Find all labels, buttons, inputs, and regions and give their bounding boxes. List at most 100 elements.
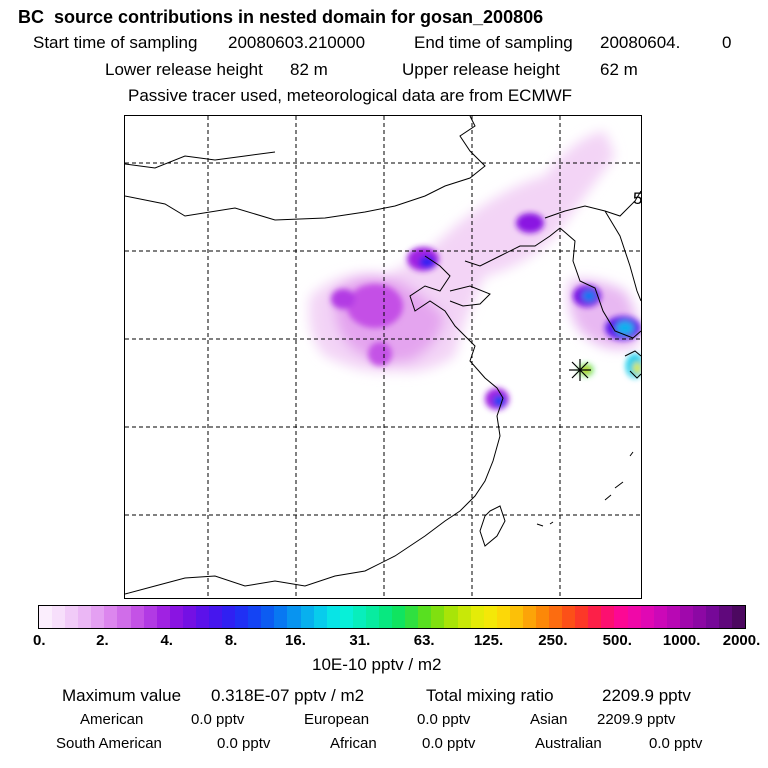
hotspot-kyushu-core	[633, 362, 641, 374]
colorbar-tick-label: 125.	[473, 632, 504, 649]
colorbar-segment	[392, 606, 406, 628]
colorbar-segment	[705, 606, 720, 628]
colorbar-segment	[287, 606, 301, 628]
colorbar-tick-label: 0.	[32, 632, 46, 649]
colorbar-segment	[52, 606, 66, 628]
colorbar-segment	[719, 606, 733, 628]
region-name: South American	[56, 735, 162, 752]
colorbar-segment	[209, 606, 223, 628]
colorbar-unit-label: 10E-10 pptv / m2	[312, 655, 442, 674]
total-mixing-label: Total mixing ratio	[426, 686, 554, 705]
colorbar-segment	[457, 606, 471, 628]
colorbar-tick-label: 1000.	[662, 632, 701, 649]
colorbar-segment	[130, 606, 144, 628]
colorbar-segment	[496, 606, 510, 628]
region-name: American	[80, 711, 144, 728]
colorbar-tick-label: 2.	[96, 632, 109, 649]
colorbar-segment	[182, 606, 196, 628]
colorbar-segment	[549, 606, 563, 628]
colorbar-tick-label: 31.	[349, 632, 371, 649]
colorbar-segment	[509, 606, 523, 628]
colorbar-segment	[195, 606, 210, 628]
colorbar-segment	[313, 606, 327, 628]
region-value: 0.0 pptv	[422, 735, 476, 752]
hotspot-korea-north-core	[582, 290, 596, 302]
colorbar-segment	[352, 606, 366, 628]
coastline-mainland	[125, 116, 504, 595]
region-value: 0.0 pptv	[649, 735, 703, 752]
colorbar-tick-label: 2000.	[722, 632, 761, 649]
colorbar-tick-label: 16.	[285, 632, 306, 649]
colorbar-segment	[418, 606, 432, 628]
colorbar-tick-label: 63.	[413, 632, 435, 649]
colorbar-segment	[470, 606, 484, 628]
source-contribution-map: 5	[124, 115, 642, 599]
hotspot-north-china	[347, 284, 403, 328]
colorbar-segment	[39, 606, 53, 628]
colorbar-segment	[91, 606, 105, 628]
graticule	[125, 116, 641, 598]
receptor-marker-icon	[569, 359, 591, 381]
lower-height-value: 82 m	[290, 60, 328, 79]
colorbar-segment	[444, 606, 458, 628]
hotspot-korea-south-core	[616, 321, 634, 335]
coastlines	[125, 116, 641, 595]
colorbar-segment	[326, 606, 340, 628]
colorbar-segment	[235, 606, 249, 628]
start-time-value: 20080603.210000	[228, 33, 366, 52]
colorbar-tick-label: 250.	[538, 632, 568, 649]
colorbar-segment	[692, 606, 706, 628]
colorbar-segment	[339, 606, 353, 628]
colorbar-segment	[379, 606, 393, 628]
colorbar-segment	[274, 606, 288, 628]
coastline-japan	[624, 350, 641, 379]
region-name: Australian	[535, 735, 602, 752]
colorbar	[38, 605, 746, 629]
colorbar-segment	[679, 606, 693, 628]
tracer-note: Passive tracer used, meteorological data…	[128, 86, 573, 105]
coastline-taiwan	[479, 505, 506, 547]
colorbar-segment	[431, 606, 445, 628]
region-value: 0.0 pptv	[191, 711, 245, 728]
end-time-label: End time of sampling	[414, 33, 573, 52]
max-value: 0.318E-07 pptv / m2	[211, 686, 365, 705]
colorbar-segment	[483, 606, 497, 628]
hotspots	[331, 213, 641, 410]
colorbar-segment	[104, 606, 118, 628]
colorbar-segment	[117, 606, 131, 628]
plot-title: BC source contributions in nested domain…	[18, 7, 544, 27]
colorbar-segment	[405, 606, 419, 628]
map-canvas: 5	[125, 116, 641, 598]
colorbar-segment	[522, 606, 536, 628]
colorbar-segment	[248, 606, 262, 628]
colorbar-segment	[78, 606, 92, 628]
island-chain	[536, 451, 634, 527]
end-time-value: 20080604.	[600, 33, 681, 52]
colorbar-segment	[575, 606, 589, 628]
coastline-shandong	[449, 285, 491, 307]
colorbar-segment	[65, 606, 79, 628]
coastline-korea-east	[604, 210, 641, 302]
colorbar-segment	[169, 606, 183, 628]
colorbar-tick-label: 500.	[602, 632, 632, 649]
hotspot-beijing	[419, 256, 435, 268]
max-value-label: Maximum value	[62, 686, 182, 705]
colorbar-segment	[535, 606, 550, 628]
colorbar-segment	[143, 606, 157, 628]
colorbar-segment	[666, 606, 680, 628]
lower-height-label: Lower release height	[105, 60, 263, 79]
region-value: 2209.9 pptv	[597, 711, 676, 728]
colorbar-segment	[562, 606, 576, 628]
region-name: European	[304, 711, 370, 728]
colorbar-segment	[300, 606, 314, 628]
region-name: African	[330, 735, 377, 752]
colorbar-segment	[732, 606, 746, 628]
colorbar-segment	[261, 606, 275, 628]
total-mixing-value: 2209.9 pptv	[602, 686, 691, 705]
coastline-liaodong	[464, 227, 561, 267]
hotspot-west	[331, 289, 355, 309]
hotspot-northeast	[516, 213, 544, 233]
colorbar-segment	[640, 606, 654, 628]
region-name: Asian	[530, 711, 568, 728]
colorbar-segment	[614, 606, 628, 628]
